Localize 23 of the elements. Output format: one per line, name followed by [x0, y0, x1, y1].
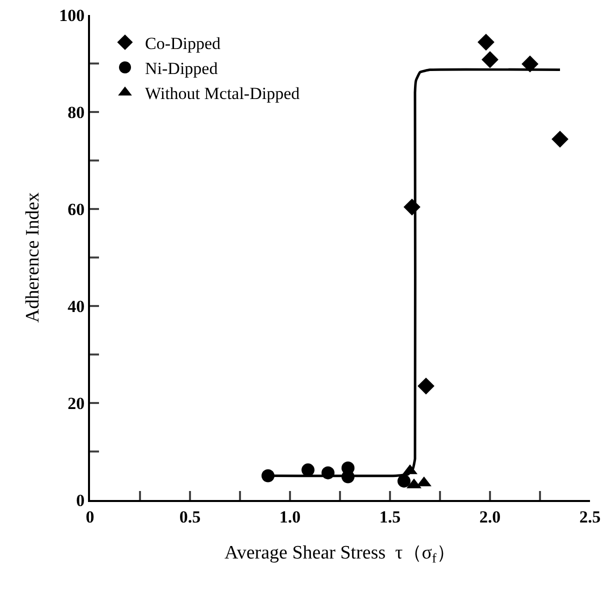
point	[482, 51, 498, 68]
y-tick-label: 100	[59, 6, 85, 25]
point	[418, 378, 434, 394]
point	[398, 474, 410, 488]
legend-label: Without Mctal-Dipped	[145, 84, 300, 104]
point	[262, 469, 274, 482]
y-tick-label: 40	[68, 296, 85, 316]
y-tick-label: 0	[76, 490, 85, 510]
x-tick-label: 1.0	[279, 507, 301, 526]
point	[302, 463, 314, 476]
y-tick-label: 80	[68, 102, 85, 122]
point	[478, 34, 494, 51]
point	[552, 130, 568, 148]
x-tick-label: 1.5	[379, 507, 401, 526]
y-axis-title: Adherence Index	[22, 192, 44, 323]
x-axis-title: Average Shear Stress τ（σ$_{f}$）	[224, 542, 456, 566]
y-tick-label: 60	[68, 200, 85, 219]
x-tick-label: 2.0	[479, 507, 501, 526]
x-tick-label: 0.5	[179, 507, 201, 526]
legend-label: Ni-Dipped	[145, 58, 218, 78]
legend-label: Co-Dipped	[145, 34, 222, 53]
x-tick-label: 2.5	[579, 507, 601, 526]
y-tick-label: 20	[68, 394, 85, 413]
